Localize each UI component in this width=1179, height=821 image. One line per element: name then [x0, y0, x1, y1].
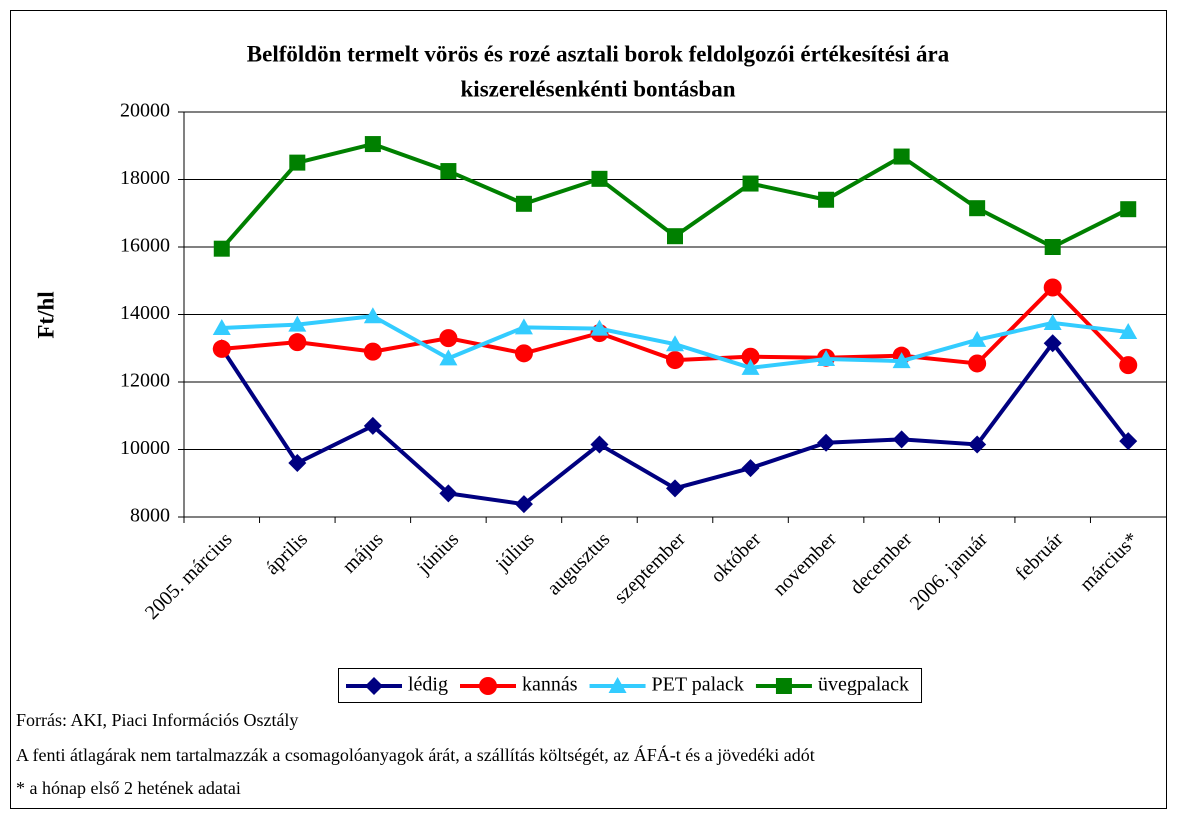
marker: [288, 454, 307, 472]
marker: [1043, 313, 1062, 330]
y-tick-label: 14000: [120, 302, 170, 324]
marker: [893, 148, 910, 165]
y-tick-label: 20000: [120, 100, 170, 122]
marker: [1119, 356, 1138, 375]
marker: [741, 347, 760, 366]
marker: [479, 677, 497, 695]
marker: [590, 435, 609, 454]
marker: [590, 319, 609, 336]
legend-label: PET palack: [652, 674, 744, 696]
marker: [742, 175, 759, 192]
marker: [212, 339, 231, 358]
marker: [1119, 432, 1138, 451]
marker: [363, 416, 382, 435]
marker: [1043, 334, 1062, 353]
marker: [741, 358, 760, 375]
marker: [968, 435, 987, 454]
marker: [1043, 278, 1062, 297]
chart-title: kiszerelésenkénti bontásban: [461, 76, 736, 101]
marker: [514, 344, 533, 363]
marker: [440, 163, 457, 180]
marker: [817, 433, 836, 452]
marker: [439, 349, 458, 366]
marker: [666, 335, 684, 352]
marker: [365, 677, 383, 695]
legend-label: üvegpalack: [818, 674, 909, 696]
y-tick-label: 18000: [120, 167, 170, 189]
marker: [212, 319, 231, 335]
marker: [514, 495, 533, 514]
marker: [288, 333, 307, 352]
marker: [1119, 323, 1138, 340]
marker: [289, 154, 306, 171]
marker: [969, 200, 986, 217]
marker: [363, 342, 382, 361]
marker: [968, 330, 987, 347]
legend-label: kannás: [522, 674, 578, 696]
marker: [818, 191, 835, 208]
marker: [968, 354, 987, 373]
marker: [288, 315, 307, 332]
marker: [666, 351, 684, 370]
marker: [741, 459, 760, 478]
y-tick-label: 8000: [130, 505, 170, 527]
marker: [666, 479, 684, 498]
marker: [364, 136, 381, 153]
marker: [363, 307, 382, 324]
y-tick-label: 12000: [120, 370, 170, 392]
marker: [439, 329, 458, 348]
legend-label: lédig: [408, 674, 448, 696]
y-tick-label: 16000: [120, 235, 170, 257]
marker: [213, 240, 230, 257]
note: A fenti átlagárak nem tartalmazzák a cso…: [16, 744, 815, 765]
marker: [514, 318, 533, 335]
marker: [439, 484, 458, 503]
note: * a hónap első 2 hetének adatai: [16, 778, 241, 798]
chart-title: Belföldön termelt vörös és rozé asztali …: [247, 41, 950, 66]
marker: [608, 677, 627, 693]
marker: [892, 430, 911, 449]
marker: [667, 228, 683, 245]
note: Forrás: AKI, Piaci Információs Osztály: [16, 710, 298, 730]
y-axis-label: Ft/hl: [33, 291, 58, 338]
marker: [817, 350, 836, 367]
marker: [892, 352, 911, 369]
marker: [591, 170, 608, 187]
marker: [775, 678, 792, 694]
marker: [1120, 201, 1137, 218]
marker: [515, 195, 532, 212]
marker: [1044, 239, 1061, 255]
y-tick-label: 10000: [120, 437, 170, 459]
